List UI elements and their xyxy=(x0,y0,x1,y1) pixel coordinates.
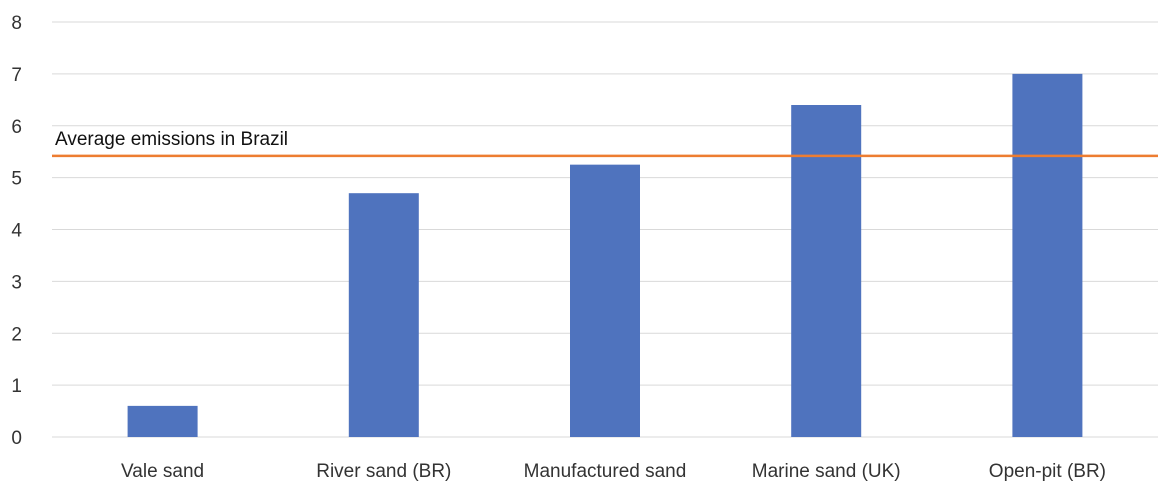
y-tick-label: 4 xyxy=(11,221,22,242)
y-tick-label: 1 xyxy=(11,376,22,397)
y-tick-label: 8 xyxy=(11,13,22,34)
bar xyxy=(1012,73,1083,437)
y-tick-label: 6 xyxy=(11,117,22,138)
x-category-label: Open-pit (BR) xyxy=(989,461,1106,482)
x-axis-category-labels: Vale sand River sand (BR) Manufactured san… xyxy=(121,461,1106,482)
y-tick-label: 0 xyxy=(11,428,22,449)
bar xyxy=(570,164,640,437)
reference-line-label: Average emissions in Brazil xyxy=(55,129,288,150)
bars xyxy=(127,73,1083,437)
y-tick-label: 7 xyxy=(11,65,22,86)
bar xyxy=(791,105,862,437)
y-tick-label: 5 xyxy=(11,169,22,190)
y-tick-label: 2 xyxy=(11,324,22,345)
y-axis-tick-labels: 0 1 2 3 4 5 6 7 8 xyxy=(11,13,22,449)
y-tick-label: 3 xyxy=(11,272,22,293)
x-category-label: River sand (BR) xyxy=(316,461,451,482)
bar xyxy=(348,193,419,437)
bar xyxy=(127,405,198,437)
x-category-label: Manufactured sand xyxy=(524,461,687,482)
x-category-label: Marine sand (UK) xyxy=(752,461,901,482)
x-category-label: Vale sand xyxy=(121,461,204,482)
